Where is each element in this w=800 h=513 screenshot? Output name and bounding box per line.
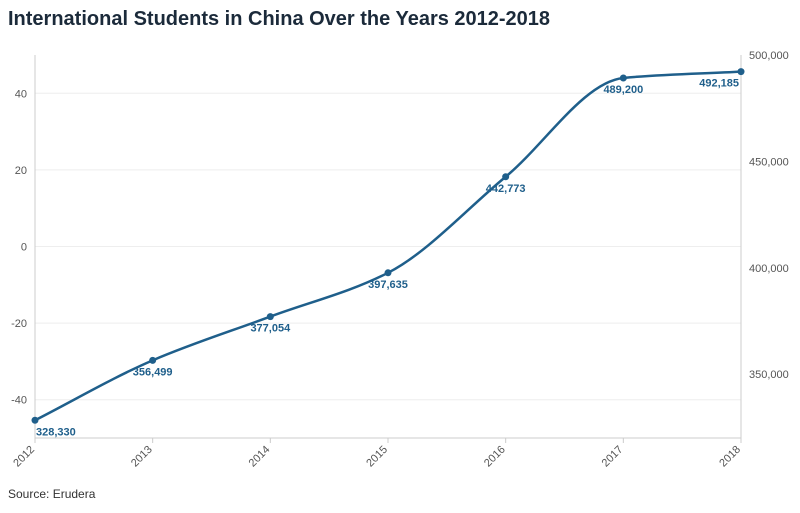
data-point xyxy=(737,68,745,76)
left-axis-tick-label: 0 xyxy=(21,242,27,254)
data-point xyxy=(31,416,39,424)
right-axis-tick-label: 500,000 xyxy=(749,50,789,62)
right-axis-tick-label: 400,000 xyxy=(749,263,789,275)
data-label: 489,200 xyxy=(603,84,643,96)
x-axis-tick-label: 2012 xyxy=(11,444,37,470)
data-point xyxy=(619,74,627,82)
data-label: 356,499 xyxy=(133,366,173,378)
data-label: 492,185 xyxy=(699,78,739,90)
data-label: 442,773 xyxy=(486,183,526,195)
data-point xyxy=(502,173,510,181)
right-axis-tick-label: 450,000 xyxy=(749,156,789,168)
data-label: 328,330 xyxy=(36,426,76,438)
source-note: Source: Erudera xyxy=(8,487,96,501)
left-axis-tick-label: 40 xyxy=(15,88,27,100)
x-axis-tick-label: 2018 xyxy=(717,444,743,470)
right-axis-tick-label: 350,000 xyxy=(749,369,789,381)
x-axis-tick-label: 2016 xyxy=(482,444,508,470)
data-point xyxy=(149,356,157,364)
data-label: 377,054 xyxy=(250,323,291,335)
chart-title: International Students in China Over the… xyxy=(8,8,551,30)
data-point xyxy=(266,313,274,321)
x-axis-tick-label: 2015 xyxy=(364,444,390,470)
x-axis-tick-label: 2013 xyxy=(129,444,155,470)
x-axis-tick-label: 2014 xyxy=(247,444,273,470)
left-axis-tick-label: -20 xyxy=(11,318,27,330)
data-point xyxy=(384,269,392,277)
x-axis-tick-label: 2017 xyxy=(600,444,626,470)
left-axis-tick-label: -40 xyxy=(11,395,27,407)
left-axis-tick-label: 20 xyxy=(15,165,27,177)
data-label: 397,635 xyxy=(368,279,408,291)
